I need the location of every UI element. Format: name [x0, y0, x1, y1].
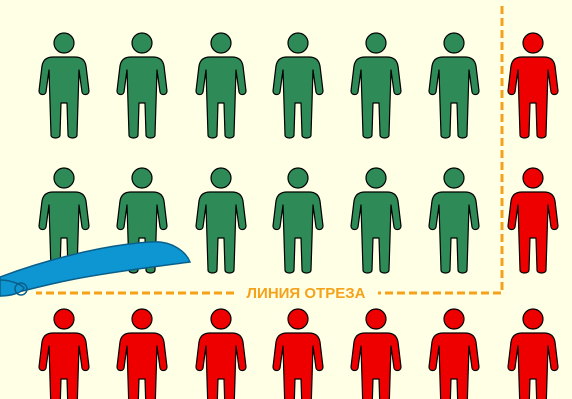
person-icon: [195, 32, 247, 139]
person-icon: [507, 308, 559, 399]
person-icon: [272, 167, 324, 274]
person-body: [38, 56, 90, 139]
person-head: [287, 32, 309, 54]
person-icon: [195, 308, 247, 399]
person-icon: [116, 32, 168, 139]
person-head: [210, 167, 232, 189]
person-icon: [428, 308, 480, 399]
person-head: [131, 32, 153, 54]
person-head: [131, 308, 153, 330]
person-body: [428, 191, 480, 274]
person-body: [272, 56, 324, 139]
people-row: [38, 308, 559, 399]
person-body: [507, 332, 559, 399]
person-body: [507, 191, 559, 274]
person-body: [116, 56, 168, 139]
person-body: [195, 56, 247, 139]
blade-icon: [0, 241, 192, 297]
person-body: [507, 56, 559, 139]
person-icon: [428, 32, 480, 139]
person-body: [428, 332, 480, 399]
person-head: [210, 308, 232, 330]
person-head: [443, 167, 465, 189]
person-head: [210, 32, 232, 54]
person-body: [38, 332, 90, 399]
cut-line: [36, 6, 504, 295]
person-body: [195, 332, 247, 399]
person-body: [428, 56, 480, 139]
person-body: [272, 332, 324, 399]
person-head: [365, 308, 387, 330]
person-head: [443, 308, 465, 330]
person-head: [287, 167, 309, 189]
person-icon: [116, 308, 168, 399]
people-grid: [38, 32, 559, 399]
cut-line-label: ЛИНИЯ ОТРЕЗА: [247, 285, 366, 302]
person-head: [53, 32, 75, 54]
person-head: [53, 167, 75, 189]
person-icon: [350, 167, 402, 274]
person-head: [365, 167, 387, 189]
person-head: [522, 167, 544, 189]
person-head: [287, 308, 309, 330]
person-body: [350, 191, 402, 274]
person-body: [116, 332, 168, 399]
person-icon: [38, 167, 90, 274]
person-body: [38, 191, 90, 274]
person-body: [350, 56, 402, 139]
person-icon: [507, 167, 559, 274]
person-head: [443, 32, 465, 54]
people-row: [38, 32, 559, 139]
person-body: [272, 191, 324, 274]
person-icon: [38, 32, 90, 139]
person-head: [522, 32, 544, 54]
person-icon: [195, 167, 247, 274]
person-head: [365, 32, 387, 54]
person-icon: [272, 308, 324, 399]
person-icon: [38, 308, 90, 399]
person-body: [350, 332, 402, 399]
person-icon: [350, 308, 402, 399]
person-body: [195, 191, 247, 274]
person-icon: [350, 32, 402, 139]
person-icon: [428, 167, 480, 274]
people-row: [38, 167, 559, 274]
person-head: [522, 308, 544, 330]
person-head: [131, 167, 153, 189]
person-icon: [272, 32, 324, 139]
person-head: [53, 308, 75, 330]
person-icon: [507, 32, 559, 139]
